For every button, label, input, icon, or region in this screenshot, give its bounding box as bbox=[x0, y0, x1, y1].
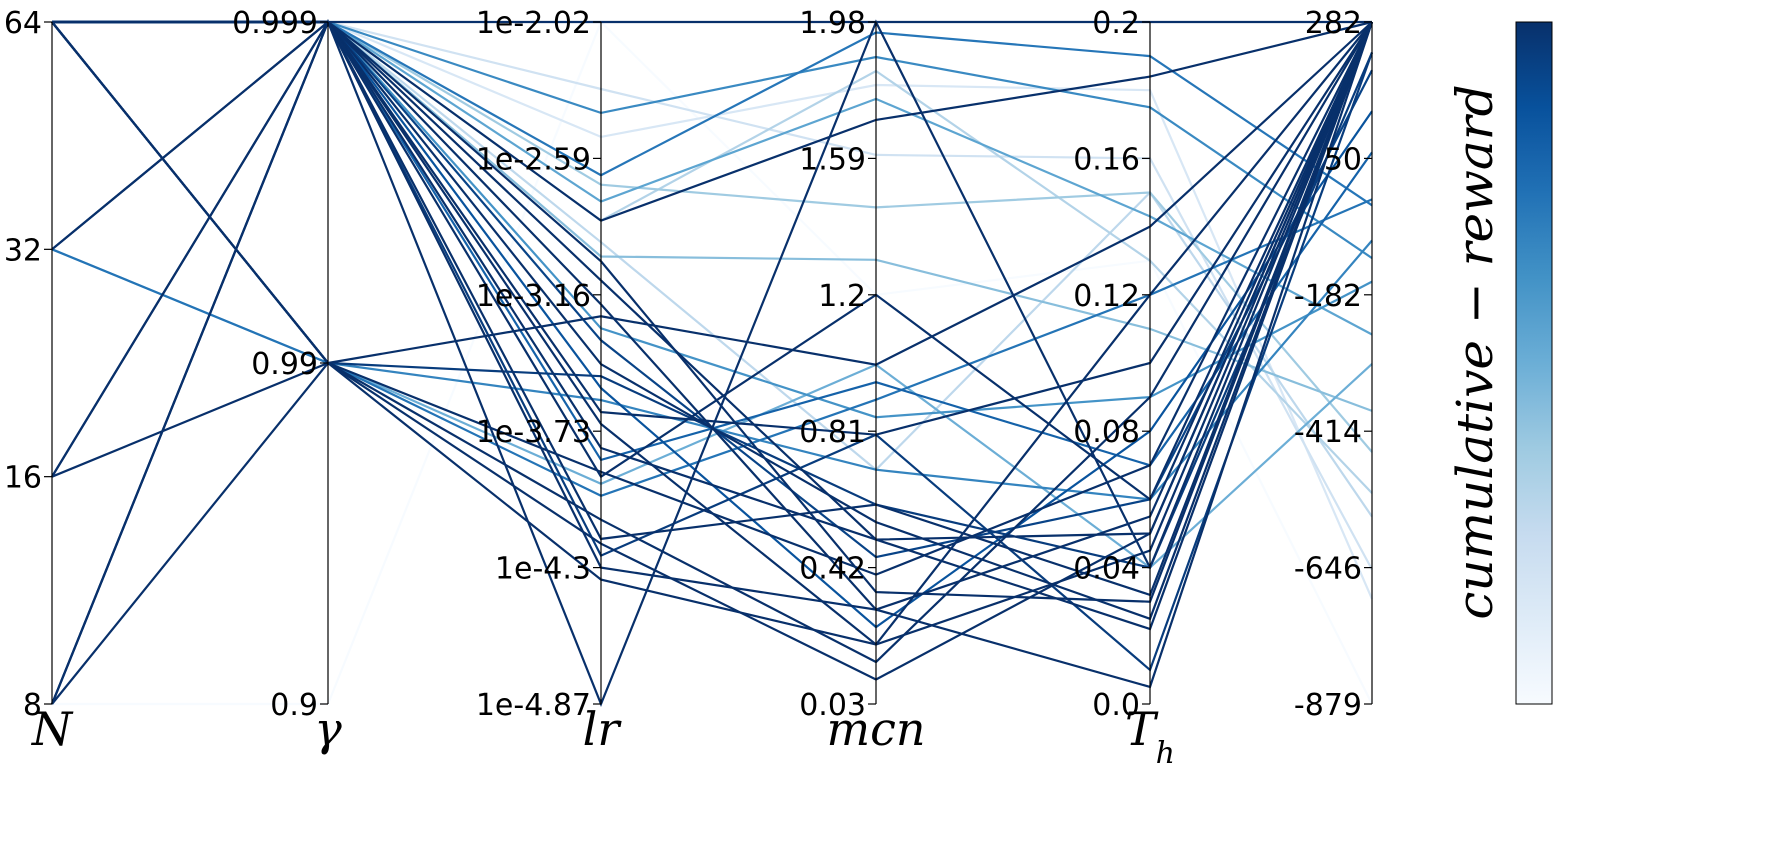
colorbar-label: cumulative − reward bbox=[1446, 84, 1504, 619]
run-line bbox=[50, 19, 1374, 705]
run-line bbox=[52, 20, 1373, 647]
tick-label: 1e-3.16 bbox=[476, 279, 591, 314]
tick-label: 0.9 bbox=[270, 688, 318, 723]
run-line bbox=[51, 21, 1374, 681]
axis-label-lr: lr bbox=[583, 702, 623, 756]
tick-label: 0.999 bbox=[232, 6, 318, 41]
tick-label: 0.42 bbox=[799, 552, 866, 587]
tick-label: 50 bbox=[1324, 142, 1362, 177]
tick-label: 1.59 bbox=[799, 142, 866, 177]
tick-label: 1e-3.73 bbox=[476, 415, 591, 450]
tick-label: 1e-4.3 bbox=[495, 552, 591, 587]
run-lines bbox=[50, 19, 1374, 707]
tick-label: 1e-2.02 bbox=[476, 6, 591, 41]
run-line bbox=[52, 20, 1373, 467]
run-line bbox=[51, 21, 1374, 705]
tick-label: 0.2 bbox=[1092, 6, 1140, 41]
colorbar-gradient bbox=[1515, 21, 1553, 705]
tick-label: 0.08 bbox=[1073, 415, 1140, 450]
tick-label: 0.16 bbox=[1073, 142, 1140, 177]
tick-label: -646 bbox=[1294, 552, 1362, 587]
tick-label: 282 bbox=[1305, 6, 1362, 41]
axis-label-gamma: γ bbox=[314, 702, 342, 756]
tick-label: -879 bbox=[1294, 688, 1362, 723]
run-line bbox=[51, 19, 1373, 502]
axis-label-Th: Th bbox=[1125, 702, 1175, 771]
tick-label: 0.04 bbox=[1073, 552, 1140, 587]
colorbar: cumulative − reward bbox=[1446, 21, 1553, 705]
run-line bbox=[52, 20, 1373, 518]
tick-label: 32 bbox=[4, 233, 42, 268]
axis-label-mcn: mcn bbox=[826, 702, 925, 756]
run-line bbox=[52, 20, 1374, 603]
tick-label: -182 bbox=[1294, 279, 1362, 314]
tick-label: 1e-2.59 bbox=[476, 142, 591, 177]
tick-label: 0.0 bbox=[1092, 688, 1140, 723]
tick-label: 1.98 bbox=[799, 6, 866, 41]
tick-label: 64 bbox=[4, 6, 42, 41]
tick-label: 0.81 bbox=[799, 415, 866, 450]
tick-label: 1.2 bbox=[818, 279, 866, 314]
run-line bbox=[52, 20, 1374, 621]
run-line bbox=[52, 20, 1373, 260]
tick-label: 1e-4.87 bbox=[476, 688, 591, 723]
run-line bbox=[51, 21, 1373, 664]
run-line bbox=[52, 20, 1373, 207]
run-line bbox=[51, 20, 1374, 631]
tick-label: 0.12 bbox=[1073, 279, 1140, 314]
run-line bbox=[51, 248, 1373, 570]
run-line bbox=[52, 20, 1373, 571]
run-line bbox=[52, 20, 1373, 336]
tick-label: 8 bbox=[23, 688, 42, 723]
tick-label: -414 bbox=[1294, 415, 1362, 450]
tick-label: 0.03 bbox=[799, 688, 866, 723]
axis-label-N: N bbox=[31, 702, 74, 756]
tick-label: 16 bbox=[4, 461, 42, 496]
tick-label: 0.99 bbox=[251, 347, 318, 382]
